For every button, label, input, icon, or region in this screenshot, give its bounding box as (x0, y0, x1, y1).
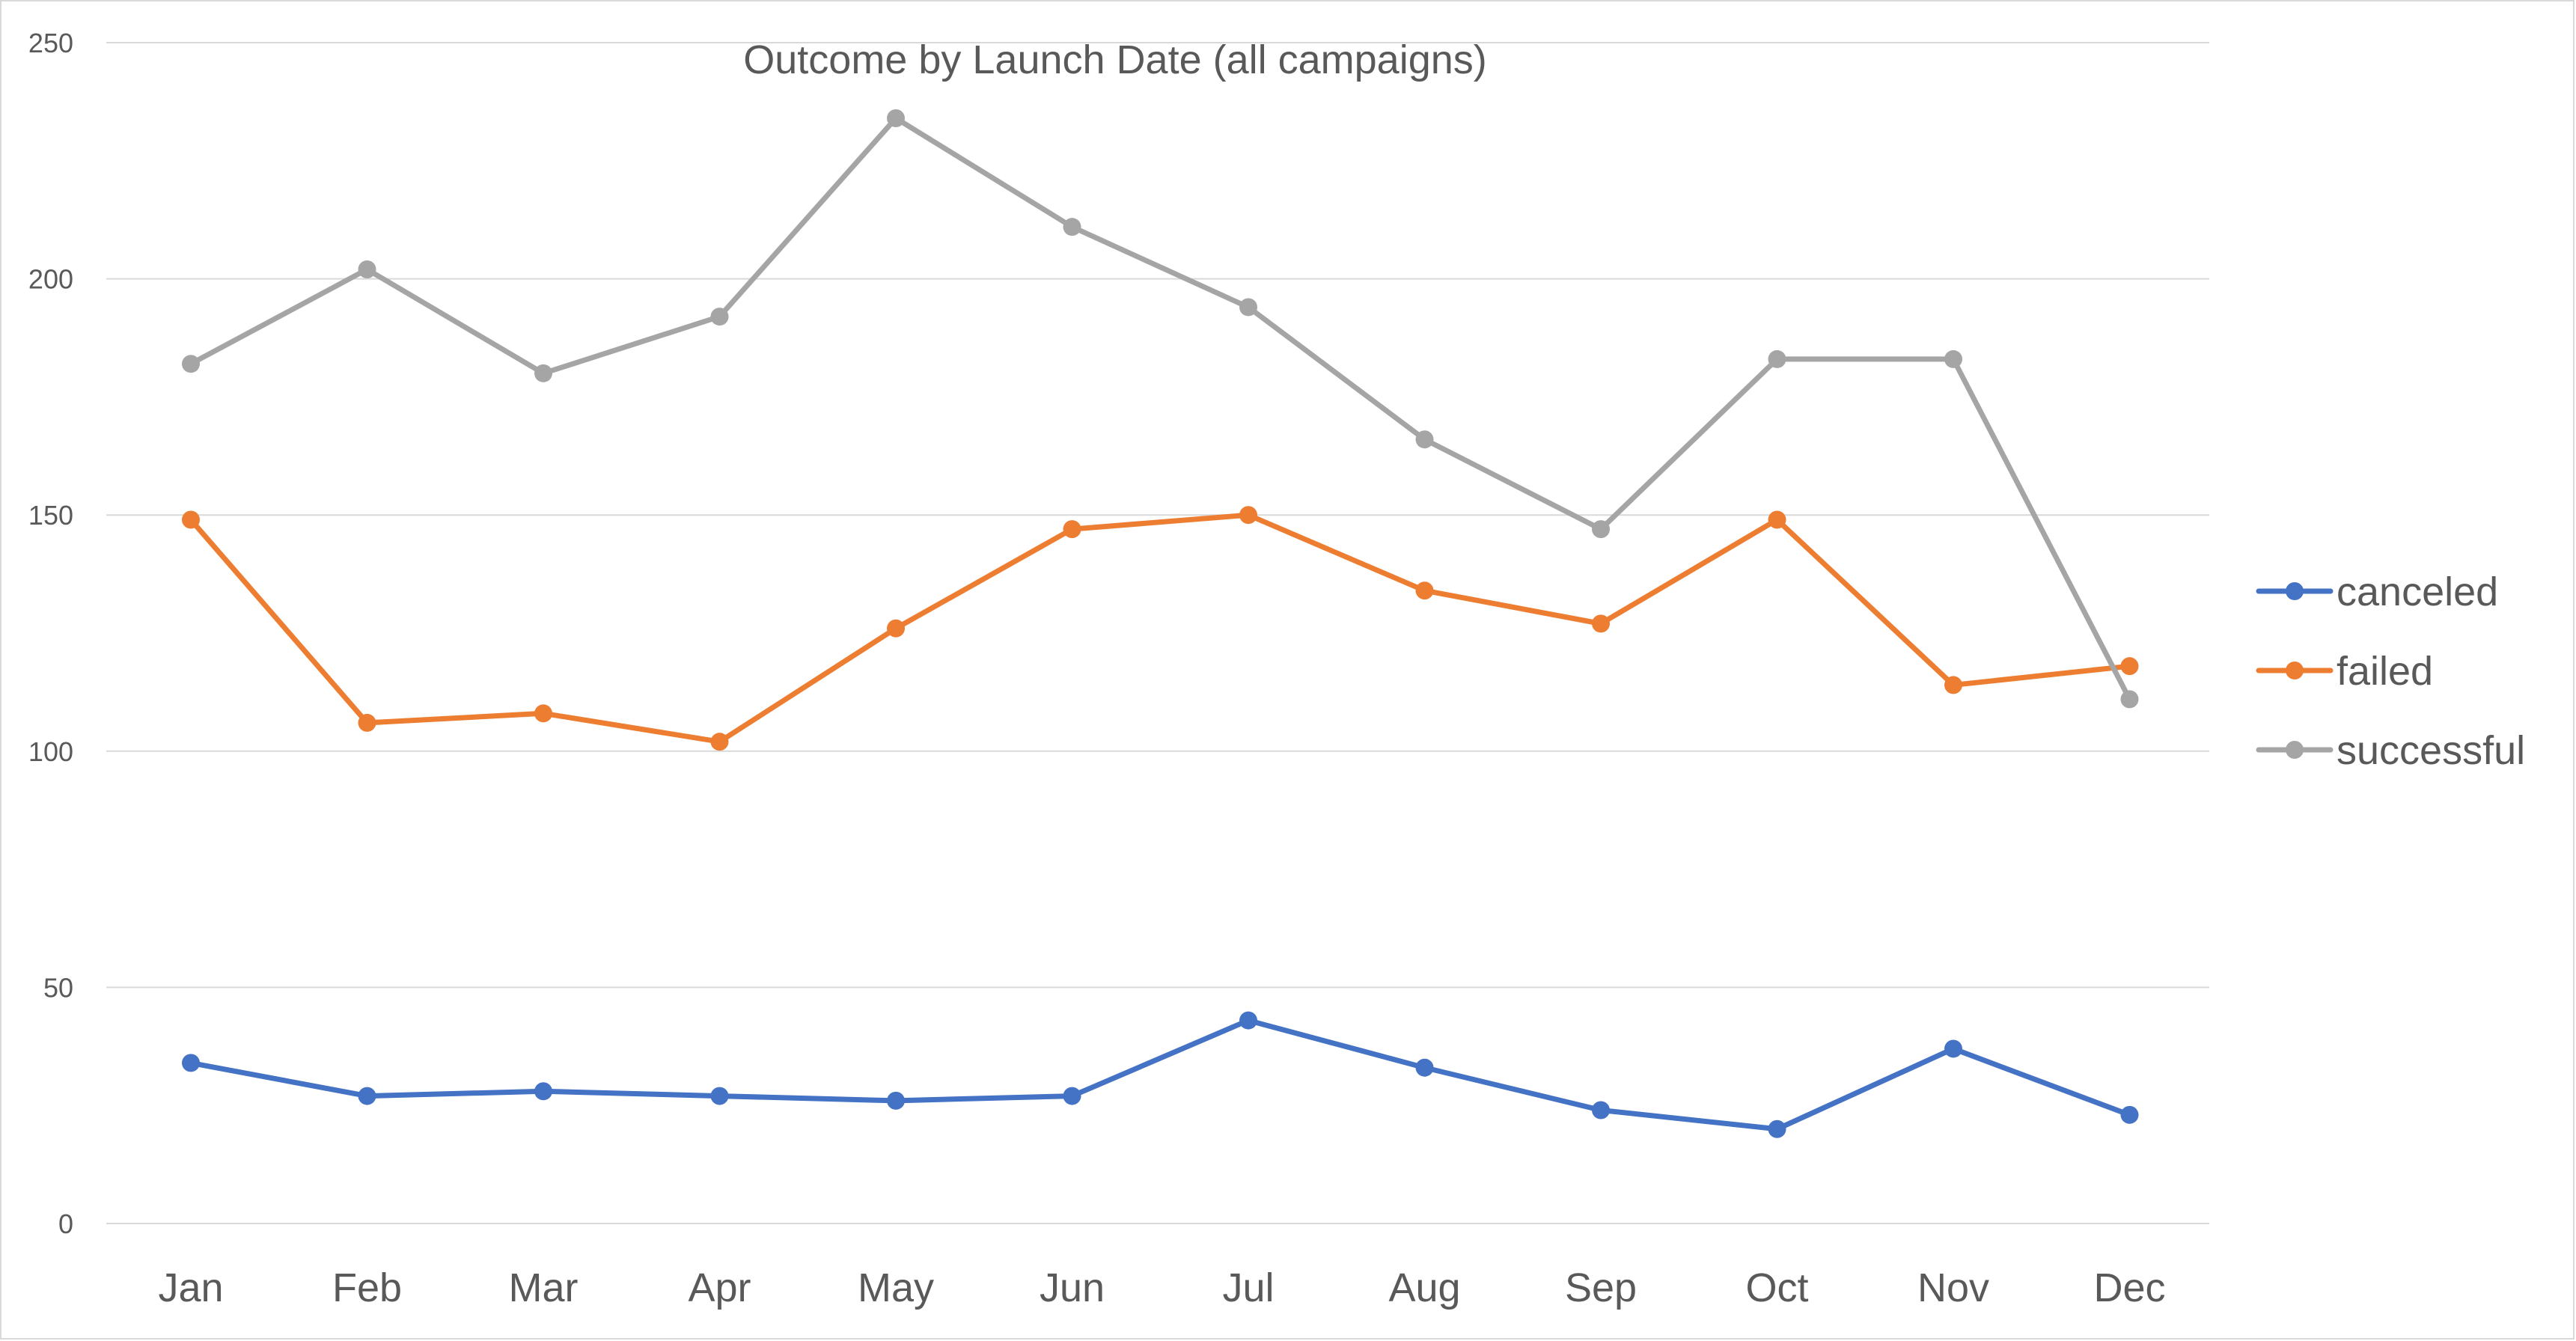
x-tick-label: Jan (158, 1265, 223, 1310)
data-point-successful (887, 109, 905, 127)
x-tick-label: Feb (332, 1265, 402, 1310)
x-tick-label: Mar (509, 1265, 579, 1310)
data-point-successful (710, 308, 729, 326)
y-tick-label: 50 (43, 972, 73, 1003)
legend-marker-failed (2286, 662, 2304, 679)
legend-marker-canceled (2286, 582, 2304, 600)
series-line-failed (188, 512, 2132, 745)
data-point-successful (1944, 349, 1962, 368)
data-point-failed (887, 619, 905, 638)
series-line-canceled (188, 1018, 2132, 1132)
data-point-canceled (2120, 1105, 2139, 1124)
data-point-canceled (1239, 1011, 1257, 1030)
data-point-canceled (358, 1087, 376, 1105)
data-point-successful (2120, 690, 2139, 709)
x-axis-ticks: Jan Feb Mar Apr May Jun Jul Aug Sep Oct Nov Dec (158, 1265, 2165, 1310)
data-point-failed (1415, 581, 1434, 600)
series-successful (182, 109, 2139, 709)
data-point-failed (1239, 506, 1257, 525)
y-tick-label: 0 (58, 1209, 73, 1239)
data-point-canceled (710, 1087, 729, 1105)
x-tick-label: Dec (2093, 1265, 2165, 1310)
series-line-successful (188, 115, 2132, 702)
legend-item-canceled: canceled (2256, 569, 2498, 614)
chart-title: Outcome by Launch Date (all campaigns) (743, 37, 1487, 82)
data-point-failed (182, 510, 200, 529)
data-point-failed (534, 704, 552, 723)
data-point-successful (1063, 218, 1081, 236)
data-point-failed (1063, 520, 1081, 539)
legend-item-failed: failed (2256, 649, 2433, 694)
x-tick-label: Jul (1222, 1265, 1274, 1310)
data-point-canceled (1592, 1101, 1610, 1119)
data-point-canceled (1944, 1039, 1962, 1058)
data-point-successful (358, 260, 376, 278)
x-tick-label: Jun (1040, 1265, 1105, 1310)
y-tick-label: 100 (28, 736, 73, 767)
data-point-canceled (534, 1082, 552, 1101)
legend-marker-successful (2286, 741, 2304, 759)
data-point-canceled (1063, 1087, 1081, 1105)
data-point-canceled (1768, 1119, 1786, 1138)
data-point-failed (710, 733, 729, 751)
y-tick-label: 250 (28, 28, 73, 58)
x-tick-label: Aug (1388, 1265, 1460, 1310)
y-axis-ticks: 0 50 100 150 200 250 (28, 28, 73, 1239)
series-lines (182, 109, 2139, 1138)
x-tick-label: May (858, 1265, 934, 1310)
gridlines (106, 42, 2209, 1224)
data-point-failed (1944, 676, 1962, 694)
data-point-failed (358, 713, 376, 732)
data-point-successful (182, 355, 200, 373)
data-point-successful (1768, 349, 1786, 368)
legend-label-failed: failed (2337, 649, 2433, 694)
x-tick-label: Apr (688, 1265, 751, 1310)
x-tick-label: Sep (1565, 1265, 1637, 1310)
data-point-successful (1239, 298, 1257, 317)
data-point-successful (1592, 520, 1610, 539)
x-tick-label: Nov (1917, 1265, 1989, 1310)
x-tick-label: Oct (1745, 1265, 1808, 1310)
data-point-successful (1415, 430, 1434, 449)
data-point-canceled (182, 1054, 200, 1072)
data-point-failed (1592, 614, 1610, 633)
y-tick-label: 200 (28, 264, 73, 295)
legend-item-successful: successful (2256, 728, 2525, 773)
legend: canceled failed successful (2256, 569, 2525, 773)
series-failed (182, 506, 2139, 751)
data-point-failed (1768, 510, 1786, 529)
data-point-canceled (1415, 1058, 1434, 1077)
y-tick-label: 150 (28, 500, 73, 531)
data-point-canceled (887, 1091, 905, 1110)
data-point-successful (534, 364, 552, 382)
series-canceled (182, 1011, 2139, 1138)
legend-label-canceled: canceled (2337, 569, 2498, 614)
legend-label-successful: successful (2337, 728, 2525, 773)
data-point-failed (2120, 657, 2139, 676)
